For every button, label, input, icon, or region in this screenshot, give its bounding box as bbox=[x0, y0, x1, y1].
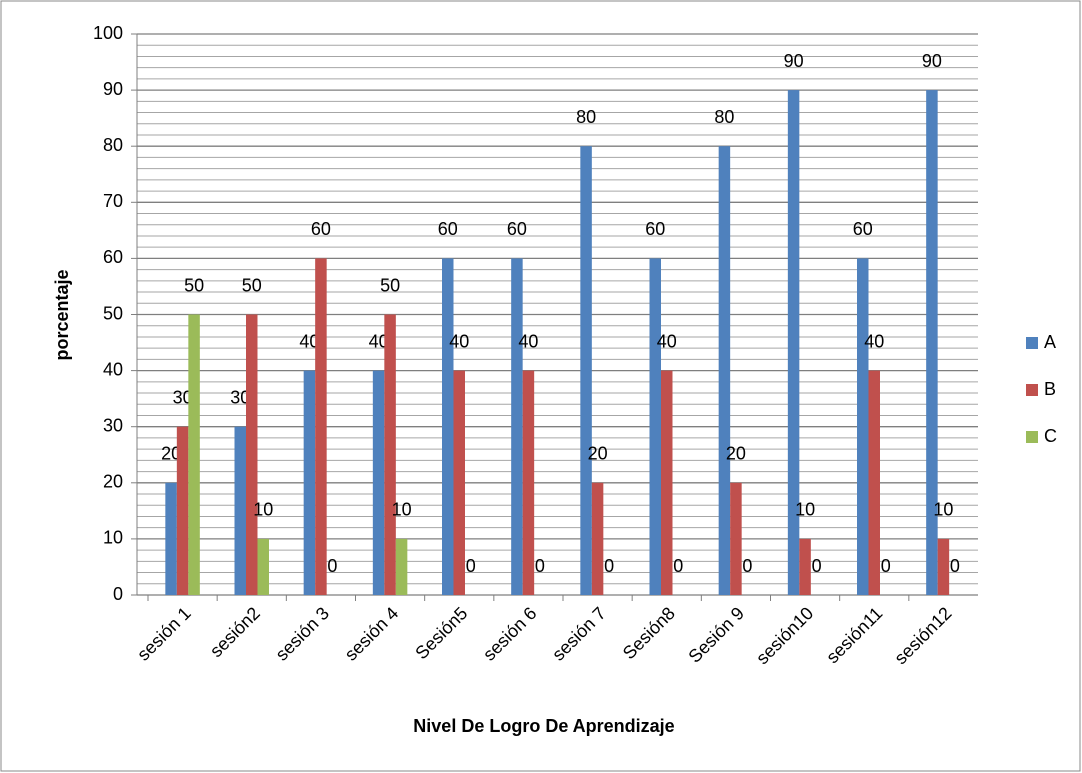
data-label: 50 bbox=[184, 275, 204, 295]
bar bbox=[176, 426, 189, 595]
bar bbox=[799, 538, 811, 595]
data-label: 40 bbox=[369, 331, 389, 351]
bar bbox=[257, 538, 269, 595]
data-label: 80 bbox=[714, 107, 734, 127]
legend-label: A bbox=[1044, 332, 1056, 352]
data-label: 0 bbox=[950, 556, 960, 576]
y-tick-label: 40 bbox=[103, 359, 123, 379]
data-label: 20 bbox=[588, 444, 608, 464]
bar bbox=[787, 90, 800, 595]
data-label: 60 bbox=[645, 219, 665, 239]
data-label: 40 bbox=[299, 331, 319, 351]
bar bbox=[442, 258, 454, 595]
bar bbox=[649, 258, 661, 595]
data-label: 50 bbox=[380, 275, 400, 295]
data-label: 0 bbox=[327, 556, 337, 576]
data-label: 40 bbox=[449, 331, 469, 351]
y-tick-label: 50 bbox=[103, 303, 123, 323]
legend-swatch bbox=[1026, 431, 1038, 443]
legend-label: C bbox=[1044, 426, 1057, 446]
y-tick-label: 20 bbox=[103, 472, 123, 492]
bar bbox=[384, 314, 396, 595]
data-label: 50 bbox=[242, 275, 262, 295]
data-label: 0 bbox=[881, 556, 891, 576]
data-label: 60 bbox=[311, 219, 331, 239]
bar bbox=[868, 370, 880, 595]
data-label: 10 bbox=[933, 500, 953, 520]
data-label: 40 bbox=[864, 331, 884, 351]
data-label: 20 bbox=[726, 444, 746, 464]
bar bbox=[453, 370, 465, 595]
bar bbox=[522, 370, 535, 595]
bar bbox=[937, 538, 950, 595]
bar bbox=[303, 370, 316, 595]
legend-label: B bbox=[1044, 379, 1056, 399]
bar bbox=[246, 314, 258, 595]
data-label: 40 bbox=[518, 331, 538, 351]
data-label: 90 bbox=[784, 51, 804, 71]
data-label: 10 bbox=[795, 500, 815, 520]
bar bbox=[234, 426, 246, 595]
bar bbox=[315, 258, 327, 595]
data-label: 30 bbox=[173, 387, 193, 407]
bar bbox=[372, 370, 385, 595]
y-tick-label: 90 bbox=[103, 79, 123, 99]
bar bbox=[730, 482, 742, 595]
bar bbox=[661, 370, 673, 595]
y-tick-label: 30 bbox=[103, 415, 123, 435]
bar bbox=[165, 482, 177, 595]
data-label: 0 bbox=[466, 556, 476, 576]
y-axis-title: porcentaje bbox=[52, 269, 72, 360]
data-label: 0 bbox=[673, 556, 683, 576]
data-label: 80 bbox=[576, 107, 596, 127]
legend-swatch bbox=[1026, 384, 1038, 396]
data-label: 0 bbox=[742, 556, 752, 576]
data-label: 10 bbox=[253, 500, 273, 520]
y-tick-label: 80 bbox=[103, 135, 123, 155]
data-label: 0 bbox=[812, 556, 822, 576]
data-label: 10 bbox=[392, 500, 412, 520]
y-tick-label: 10 bbox=[103, 528, 123, 548]
data-label: 60 bbox=[507, 219, 527, 239]
bar bbox=[591, 482, 604, 595]
data-label: 30 bbox=[230, 387, 250, 407]
legend-swatch bbox=[1026, 337, 1038, 349]
data-label: 90 bbox=[922, 51, 942, 71]
data-label: 60 bbox=[853, 219, 873, 239]
data-label: 60 bbox=[438, 219, 458, 239]
bar bbox=[580, 146, 592, 595]
data-label: 0 bbox=[535, 556, 545, 576]
y-tick-label: 0 bbox=[113, 584, 123, 604]
bar bbox=[511, 258, 523, 595]
x-axis-title: Nivel De Logro De Aprendizaje bbox=[413, 716, 674, 736]
data-label: 0 bbox=[604, 556, 614, 576]
data-label: 20 bbox=[161, 444, 181, 464]
y-tick-label: 100 bbox=[93, 23, 123, 43]
bar bbox=[395, 538, 408, 595]
bar bbox=[926, 90, 938, 595]
bar bbox=[857, 258, 869, 595]
bar bbox=[188, 314, 200, 595]
bar bbox=[718, 146, 731, 595]
data-label: 40 bbox=[657, 331, 677, 351]
y-tick-label: 70 bbox=[103, 191, 123, 211]
y-tick-label: 60 bbox=[103, 247, 123, 267]
